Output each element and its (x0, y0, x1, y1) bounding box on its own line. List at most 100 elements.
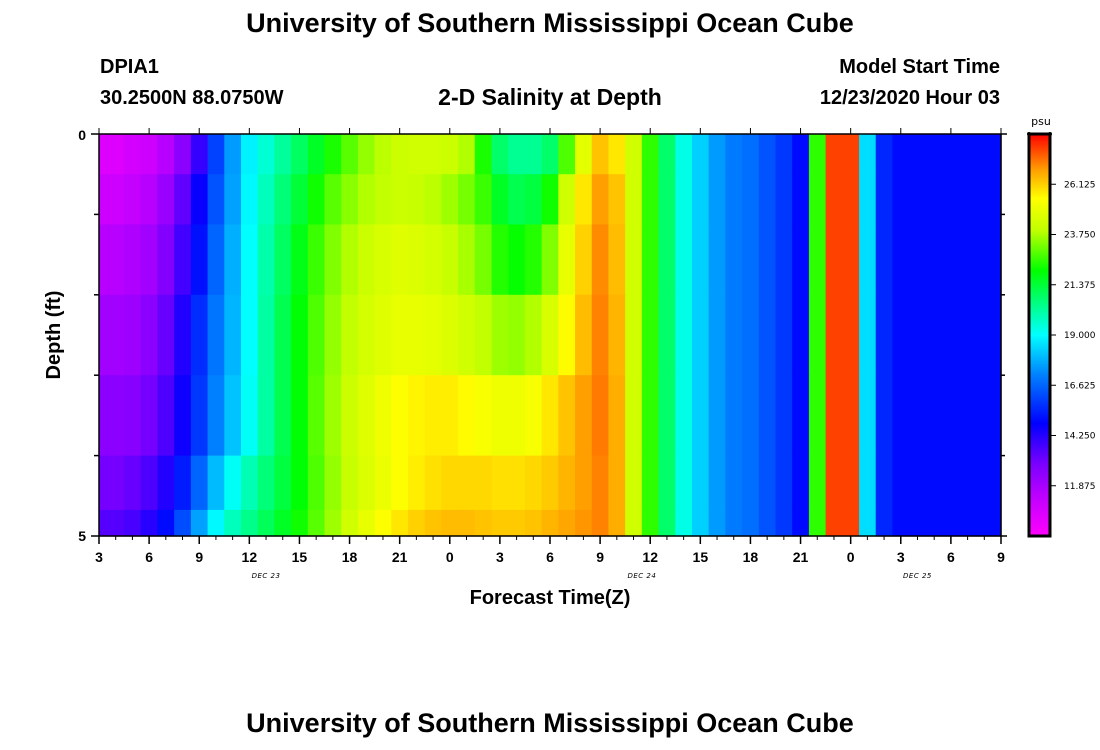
heatmap-cell (374, 174, 392, 226)
heatmap-cell (357, 134, 376, 175)
heatmap-cell (441, 134, 459, 175)
heatmap-cell (641, 224, 660, 296)
heatmap-cell (909, 455, 927, 511)
heatmap-cell (825, 224, 843, 296)
heatmap-cell (992, 174, 1002, 226)
heatmap-cell (524, 509, 543, 537)
heatmap-cell (207, 509, 225, 537)
heatmap-cell (992, 509, 1002, 537)
x-tick-label: 9 (596, 549, 604, 565)
heatmap-cell (374, 375, 392, 457)
heatmap-cell (992, 134, 1002, 175)
heatmap-cell (374, 294, 392, 376)
heatmap-cell (224, 224, 242, 296)
heatmap-cell (307, 509, 326, 537)
heatmap-cell (541, 134, 559, 175)
heatmap-cell (925, 224, 944, 296)
date-label: DEC 25 (903, 572, 932, 580)
heatmap-cell (558, 375, 576, 457)
x-tick-label: 6 (145, 549, 153, 565)
heatmap-cell (641, 509, 660, 537)
heatmap-cell (575, 509, 593, 537)
heatmap-cell (99, 375, 108, 457)
heatmap-cell (374, 509, 392, 537)
heatmap-cell (909, 174, 927, 226)
heatmap-cell (441, 509, 459, 537)
heatmap-cell (240, 174, 259, 226)
heatmap-cell (658, 455, 676, 511)
colorbar-corner-dot-right (1048, 132, 1052, 136)
heatmap-cell (474, 455, 493, 511)
heatmap-cell (808, 134, 827, 175)
heatmap-cell (174, 174, 192, 226)
heatmap-cell (925, 134, 944, 175)
heatmap-cell (975, 455, 994, 511)
x-tick-label: 15 (292, 549, 308, 565)
date-label: DEC 24 (627, 572, 656, 580)
heatmap-cell (859, 375, 877, 457)
heatmap-cell (524, 134, 543, 175)
colorbar-units: psu (1031, 115, 1051, 128)
heatmap-cell (675, 294, 693, 376)
heatmap-cell (892, 174, 910, 226)
heatmap-cell (508, 134, 526, 175)
heatmap-cell (224, 134, 242, 175)
heatmap-cell (575, 224, 593, 296)
heatmap-cell (140, 224, 159, 296)
heatmap-cell (591, 224, 610, 296)
heatmap-cell (508, 294, 526, 376)
colorbar-tick-label: 16.625 (1064, 381, 1096, 391)
heatmap-cell (324, 174, 342, 226)
heatmap-cell (942, 174, 960, 226)
x-tick-label: 3 (496, 549, 504, 565)
heatmap-cell (792, 375, 810, 457)
heatmap-cell (291, 174, 309, 226)
x-tick-label: 12 (242, 549, 258, 565)
heatmap-cell (925, 375, 944, 457)
heatmap-cell (491, 509, 509, 537)
heatmap-cell (625, 294, 643, 376)
heatmap-cell (792, 509, 810, 537)
heatmap-cell (157, 509, 175, 537)
heatmap-cell (307, 134, 326, 175)
heatmap-cell (591, 134, 610, 175)
heatmap-cell (641, 174, 660, 226)
heatmap-cell (291, 224, 309, 296)
heatmap-cell (391, 375, 409, 457)
heatmap-cell (474, 174, 493, 226)
heatmap-cell (140, 375, 159, 457)
x-tick-label: 18 (342, 549, 358, 565)
heatmap-cell (240, 224, 259, 296)
heatmap-cell (808, 174, 827, 226)
heatmap-cell (274, 509, 292, 537)
heatmap-cell (758, 174, 777, 226)
station-id: DPIA1 (100, 56, 159, 78)
heatmap-cell (742, 134, 760, 175)
heatmap-cell (859, 224, 877, 296)
heatmap-cell (859, 174, 877, 226)
heatmap-cell (99, 134, 108, 175)
heatmap-cell (341, 455, 359, 511)
heatmap-cell (224, 509, 242, 537)
heatmap-cell (441, 455, 459, 511)
heatmap-cell (99, 294, 108, 376)
heatmap-cell (975, 224, 994, 296)
heatmap-cell (424, 134, 443, 175)
heatmap-cell (240, 375, 259, 457)
heatmap-cell (207, 134, 225, 175)
heatmap-cell (541, 455, 559, 511)
heatmap-cell (341, 509, 359, 537)
heatmap-cell (274, 134, 292, 175)
heatmap-cell (458, 375, 476, 457)
heatmap-cell (424, 224, 443, 296)
x-tick-label: 9 (195, 549, 203, 565)
heatmap-cell (441, 224, 459, 296)
heatmap-cell (909, 134, 927, 175)
y-tick-label-bottom: 5 (78, 528, 86, 544)
heatmap-cell (174, 134, 192, 175)
heatmap-cell (408, 375, 426, 457)
heatmap-cell (942, 509, 960, 537)
heatmap-cell (240, 509, 259, 537)
heatmap-cell (124, 224, 142, 296)
heatmap-cell (257, 375, 275, 457)
